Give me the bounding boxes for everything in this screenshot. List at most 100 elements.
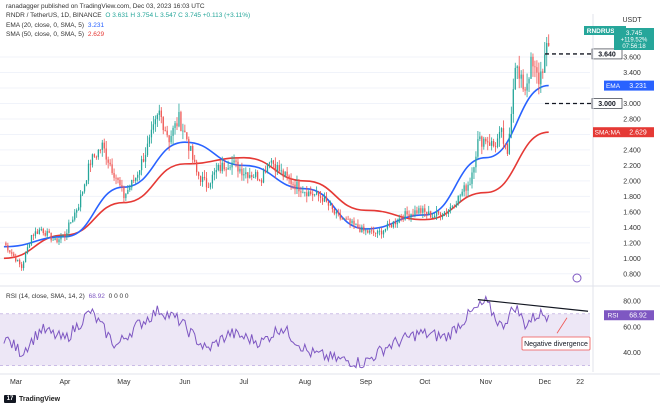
candle	[258, 178, 261, 182]
candle-body	[435, 211, 438, 216]
candle	[365, 228, 367, 236]
candle-body	[223, 162, 225, 170]
sma-legend-value: 2.629	[87, 31, 105, 38]
candle	[99, 149, 101, 154]
candle-body	[489, 142, 491, 146]
candle-body	[56, 238, 58, 243]
candle	[93, 153, 96, 158]
candle-body	[414, 210, 416, 216]
event-marker-icon	[572, 273, 582, 283]
candle	[107, 156, 109, 169]
candle	[496, 133, 499, 149]
candle	[203, 170, 206, 181]
candle-body	[463, 185, 465, 192]
candle-body	[540, 71, 542, 85]
candle	[42, 227, 44, 236]
candle	[398, 214, 400, 224]
candle-body	[412, 213, 414, 216]
candle-body	[374, 232, 377, 234]
candle	[510, 106, 512, 139]
candle-body	[404, 211, 406, 220]
candle-body	[26, 247, 29, 254]
candle-body	[306, 192, 308, 197]
tradingview-footer[interactable]: 17 TradingView	[4, 395, 60, 403]
candle	[363, 223, 365, 234]
candle-body	[304, 192, 306, 194]
rsi-tick-label: 60.00	[623, 324, 641, 331]
candle	[127, 185, 129, 195]
candle	[213, 167, 216, 181]
candle	[266, 163, 269, 174]
candle-body	[17, 259, 19, 262]
candle	[245, 167, 247, 179]
time-tick-label: Dec	[539, 379, 552, 386]
candle	[201, 171, 204, 187]
candle	[310, 186, 312, 196]
candle	[142, 153, 145, 163]
candle-body	[292, 183, 294, 185]
candle	[404, 208, 406, 221]
candle-body	[123, 186, 125, 199]
candle-body	[290, 178, 292, 184]
candle	[402, 214, 404, 222]
candle-body	[170, 135, 172, 143]
candle-body	[20, 264, 23, 269]
level-label-text: 3.000	[598, 101, 616, 108]
candle	[465, 183, 467, 198]
candle	[117, 177, 119, 184]
candle-body	[339, 213, 341, 219]
candle-body	[160, 110, 162, 118]
candle	[420, 205, 422, 216]
candle-body	[327, 201, 330, 206]
candle-body	[256, 171, 259, 180]
candle-body	[74, 212, 76, 220]
sma-line-layer	[3, 131, 549, 260]
ohlc-values: O 3.631 H 3.754 L 3.547 C 3.745 +0.113 (…	[105, 12, 251, 19]
candle	[367, 229, 369, 234]
candle-body	[268, 162, 271, 164]
price-tick-label: 3.000	[623, 101, 641, 108]
candle-body	[219, 164, 221, 172]
candle-body	[274, 163, 276, 172]
candle-body	[62, 235, 64, 238]
candle-body	[321, 197, 324, 202]
candle	[241, 162, 243, 181]
candle-body	[449, 207, 452, 211]
candle	[280, 163, 282, 176]
sma-legend: SMA (50, close, 0, SMA, 5) 2.629	[6, 31, 104, 38]
candle	[247, 172, 249, 184]
candle-body	[152, 124, 155, 130]
candle	[371, 226, 373, 235]
price-axis: USDT 0.800 1.000 1.200 1.400 1.600 1.800 2.000 2…	[572, 14, 654, 372]
candle-body	[247, 172, 249, 178]
candle-body	[278, 164, 280, 172]
candle	[243, 168, 245, 181]
candle	[190, 145, 192, 151]
candle	[54, 235, 56, 241]
candle	[432, 212, 434, 218]
candle	[374, 232, 377, 237]
divergence-annotation-box	[521, 336, 591, 351]
candle-body	[201, 176, 204, 182]
candle-body	[526, 83, 528, 91]
candle	[176, 117, 178, 131]
time-tick-label: Jun	[179, 379, 190, 386]
candle-body	[70, 222, 72, 224]
symbol-ohlc-line: RNDR / TetherUS, 1D, BINANCE O 3.631 H 3…	[6, 12, 250, 19]
candle	[428, 205, 430, 216]
candle-body	[432, 217, 434, 218]
candle	[538, 62, 540, 95]
candle-body	[398, 218, 400, 223]
candle	[526, 73, 528, 98]
candle	[508, 127, 511, 155]
candle-body	[315, 191, 318, 195]
candle-body	[64, 235, 66, 237]
candle-body	[154, 119, 157, 125]
candle	[282, 168, 284, 181]
candle-body	[178, 112, 180, 127]
candle	[111, 158, 113, 175]
tradingview-logo-icon: 17	[4, 395, 16, 403]
candle	[89, 159, 92, 172]
candle-body	[382, 230, 385, 235]
